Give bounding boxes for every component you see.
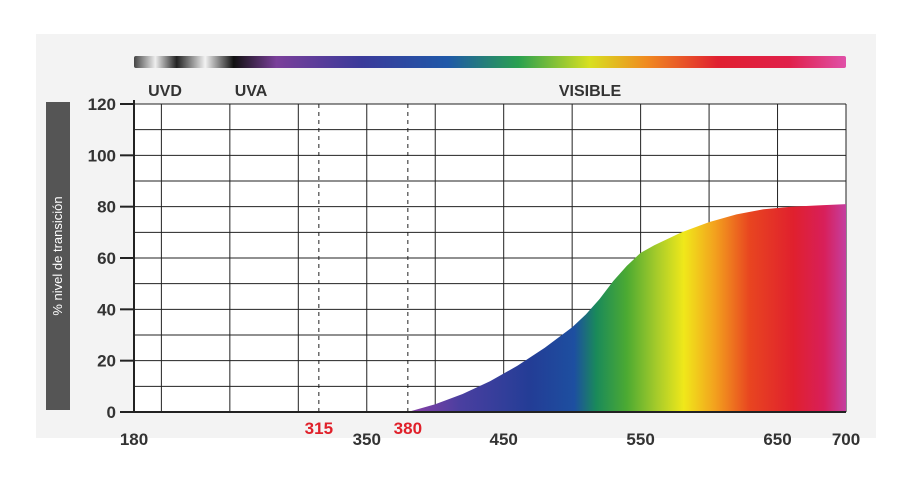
y-tick-label: 80 <box>97 198 116 217</box>
y-tick-label: 60 <box>97 249 116 268</box>
x-tick-label: 650 <box>763 430 791 449</box>
y-axis-label-bar <box>46 102 70 410</box>
dashed-markers <box>318 104 409 412</box>
spectrum-bar <box>134 56 846 68</box>
x-tick-label: 450 <box>490 430 518 449</box>
y-tick-label: 0 <box>107 403 116 422</box>
y-tick-labels: 120 100 80 60 40 20 0 <box>88 95 134 422</box>
y-tick-label: 100 <box>88 146 116 165</box>
transition-area <box>407 204 846 412</box>
x-tick-label: 350 <box>353 430 381 449</box>
x-tick-label: 700 <box>832 430 860 449</box>
x-tick-label: 180 <box>120 430 148 449</box>
region-label: UVD <box>148 83 182 100</box>
y-axis-label: % nivel de transición <box>50 196 65 315</box>
x-tick-labels: 180 350 450 550 650 700 315 380 <box>120 419 860 449</box>
y-tick-label: 20 <box>97 352 116 371</box>
x-tick-label-highlight: 380 <box>394 419 422 438</box>
x-tick-label-highlight: 315 <box>305 419 333 438</box>
y-tick-label: 40 <box>97 300 116 319</box>
x-tick-label: 550 <box>626 430 654 449</box>
region-label: VISIBLE <box>559 83 622 100</box>
y-tick-label: 120 <box>88 95 116 114</box>
region-label: UVA <box>235 83 268 100</box>
region-labels: UVD UVA VISIBLE <box>148 83 621 100</box>
